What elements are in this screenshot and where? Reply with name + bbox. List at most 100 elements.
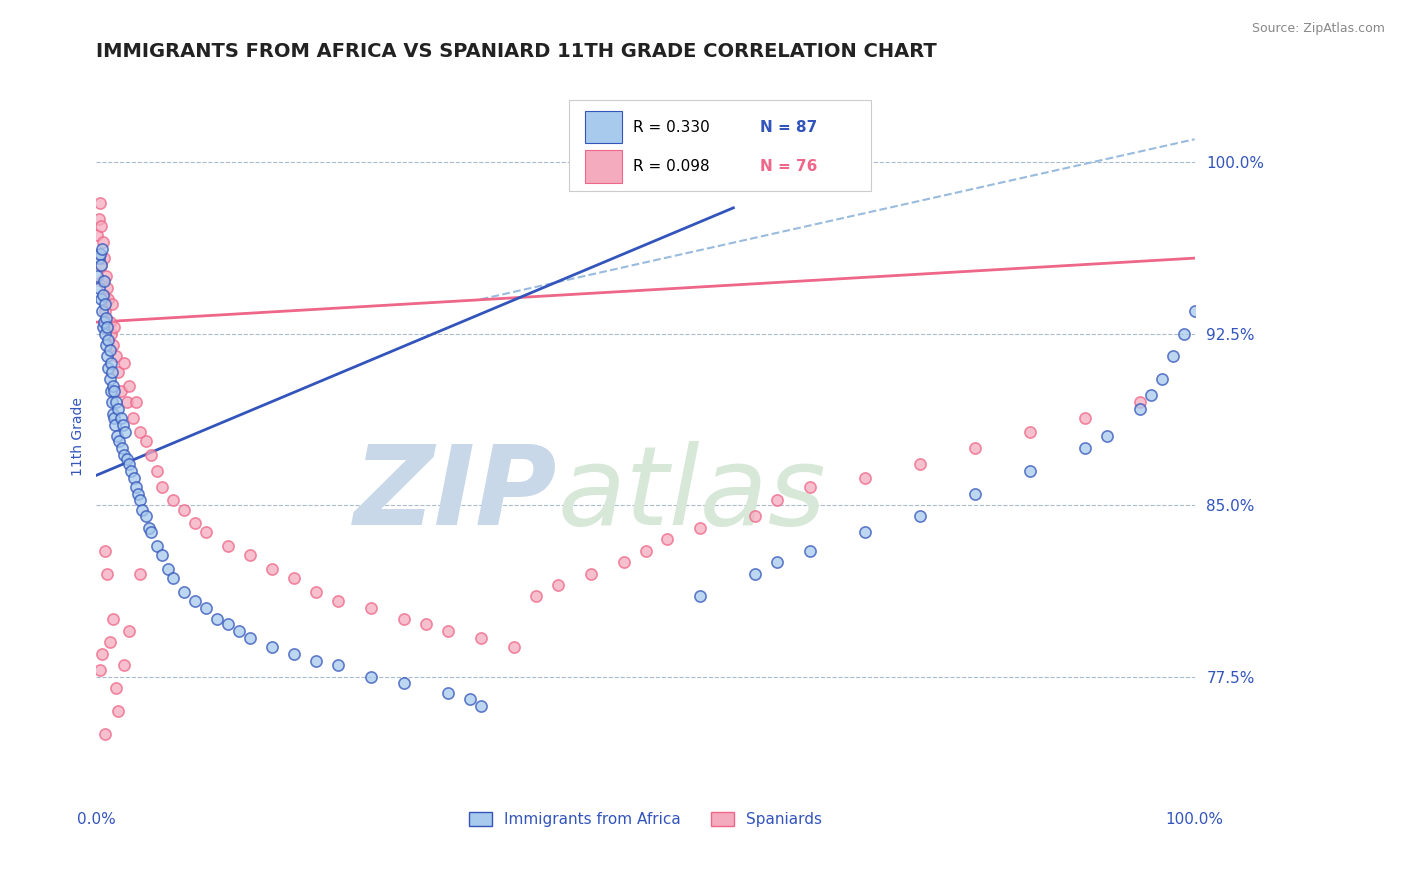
Point (107, 402, 129, 417)
Point (239, 631, 262, 645)
Point (115, 452, 138, 467)
Point (262, 562, 284, 576)
Point (239, 549, 262, 563)
Point (93, 315, 115, 329)
Point (96, 319, 118, 334)
Point (135, 434, 157, 448)
Point (93, 251, 115, 265)
Point (115, 395, 138, 409)
Point (111, 417, 134, 432)
Point (104, 417, 127, 432)
Point (1074, 441, 1097, 455)
Point (121, 411, 143, 425)
Point (127, 486, 149, 500)
Point (87, 251, 110, 265)
Point (101, 379, 124, 393)
Point (96, 310, 118, 325)
Point (96, 338, 118, 352)
Point (90, 258, 112, 272)
Point (129, 566, 152, 581)
Point (91, 235, 114, 249)
Point (283, 571, 305, 585)
Point (90, 303, 112, 318)
Point (112, 658, 135, 673)
Point (90, 293, 112, 307)
Text: IMMIGRANTS FROM AFRICA VS SPANIARD 11TH GRADE CORRELATION CHART: IMMIGRANTS FROM AFRICA VS SPANIARD 11TH … (97, 42, 938, 61)
Point (118, 379, 141, 393)
Point (173, 502, 195, 516)
Point (96, 566, 118, 581)
Point (110, 384, 132, 398)
Point (91, 287, 114, 301)
Point (305, 585, 328, 599)
Point (470, 631, 492, 645)
Point (145, 539, 167, 553)
Point (141, 448, 163, 462)
Point (97, 293, 120, 307)
Point (963, 441, 986, 455)
Point (97, 360, 120, 375)
Point (101, 407, 124, 421)
Point (799, 480, 821, 494)
Point (94, 326, 117, 341)
Point (1139, 388, 1161, 402)
Point (103, 319, 125, 334)
Y-axis label: 11th Grade: 11th Grade (72, 397, 86, 476)
Point (125, 480, 148, 494)
Point (108, 434, 131, 448)
Point (118, 624, 141, 638)
Point (141, 525, 163, 540)
Text: atlas: atlas (558, 442, 827, 549)
Point (96, 350, 118, 364)
Point (91, 319, 114, 334)
FancyBboxPatch shape (585, 111, 623, 144)
Point (195, 525, 218, 540)
Point (98, 635, 121, 649)
FancyBboxPatch shape (585, 151, 623, 183)
FancyBboxPatch shape (568, 100, 870, 192)
Point (612, 555, 634, 569)
Point (98, 372, 121, 386)
Point (326, 594, 349, 608)
Point (89, 246, 111, 260)
Point (392, 612, 415, 626)
Point (853, 525, 876, 540)
Point (579, 566, 602, 581)
Point (97, 334, 120, 348)
Point (470, 699, 492, 714)
Point (94, 297, 117, 311)
Point (262, 640, 284, 654)
Point (360, 601, 382, 615)
Point (96, 281, 118, 295)
Point (87, 281, 110, 295)
Point (96, 269, 118, 284)
Point (90, 274, 112, 288)
Point (502, 640, 524, 654)
Point (100, 297, 122, 311)
Text: Source: ZipAtlas.com: Source: ZipAtlas.com (1251, 22, 1385, 36)
Legend: Immigrants from Africa, Spaniards: Immigrants from Africa, Spaniards (461, 805, 830, 835)
Point (107, 704, 129, 718)
Point (121, 464, 143, 478)
Point (766, 555, 789, 569)
Point (360, 669, 382, 683)
Point (105, 395, 128, 409)
Point (162, 571, 184, 585)
Point (1019, 464, 1042, 478)
Point (110, 441, 132, 455)
Point (1129, 395, 1152, 409)
Point (766, 493, 789, 508)
Point (103, 384, 125, 398)
Point (131, 502, 153, 516)
Point (184, 594, 207, 608)
Point (689, 521, 711, 535)
Point (436, 624, 458, 638)
Point (657, 533, 679, 547)
Point (326, 658, 349, 673)
Point (105, 429, 128, 443)
Point (93, 287, 115, 301)
Point (94, 543, 117, 558)
Point (1173, 326, 1195, 341)
Point (100, 384, 122, 398)
Point (90, 219, 112, 233)
